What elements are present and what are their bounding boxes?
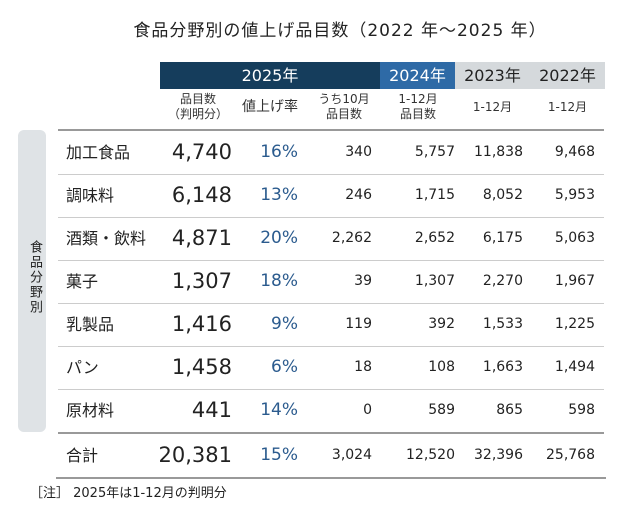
cell-count: 1,307 [171, 269, 232, 293]
cell-rate: 13% [260, 185, 298, 205]
cell-label: 加工食品 [66, 143, 131, 162]
total-2023: 32,396 [474, 447, 523, 463]
row-divider [58, 346, 604, 347]
cell-y2022: 1,967 [554, 273, 595, 289]
cell-label: 調味料 [66, 186, 115, 205]
cell-rate: 20% [260, 228, 298, 248]
table-row: 原材料 441 14% 0 589 865 598 [0, 389, 640, 432]
header-2025: 2025年 [160, 62, 380, 89]
row-divider [58, 389, 604, 390]
cell-y2022: 5,953 [554, 187, 595, 203]
cell-y2023: 6,175 [482, 230, 523, 246]
cell-label: 原材料 [66, 401, 115, 420]
cell-oct: 340 [345, 144, 372, 160]
total-rate: 15% [260, 445, 298, 465]
cell-rate: 16% [260, 142, 298, 162]
subheader-rate: 値上げ率 [242, 99, 298, 115]
total-2024: 12,520 [406, 447, 455, 463]
cell-y2024: 108 [428, 359, 455, 375]
cell-rate: 6% [271, 357, 298, 377]
cell-y2022: 598 [568, 402, 595, 418]
header-2024: 2024年 [380, 62, 455, 89]
cell-y2024: 1,715 [414, 187, 455, 203]
row-divider [58, 217, 604, 218]
cell-count: 1,416 [171, 312, 232, 336]
cell-y2023: 1,663 [482, 359, 523, 375]
table-row: パン 1,458 6% 18 108 1,663 1,494 [0, 346, 640, 389]
subheader-2023: 1-12月 [472, 100, 513, 114]
subheader-2022: 1-12月 [547, 100, 588, 114]
cell-rate: 18% [260, 271, 298, 291]
table-row: 菓子 1,307 18% 39 1,307 2,270 1,967 [0, 260, 640, 303]
cell-y2022: 1,225 [554, 316, 595, 332]
row-divider [58, 260, 604, 261]
cell-oct: 18 [354, 359, 372, 375]
cell-count: 4,871 [171, 226, 232, 250]
cell-rate: 14% [260, 400, 298, 420]
cell-y2023: 8,052 [482, 187, 523, 203]
total-count: 20,381 [158, 443, 232, 467]
table-row: 調味料 6,148 13% 246 1,715 8,052 5,953 [0, 174, 640, 217]
side-category-label: 食品分野別 [18, 130, 46, 432]
bottom-divider [56, 477, 606, 479]
cell-y2024: 5,757 [414, 144, 455, 160]
total-oct: 3,024 [331, 447, 372, 463]
cell-label: 酒類・飲料 [66, 229, 147, 248]
table-row: 加工食品 4,740 16% 340 5,757 11,838 9,468 [0, 131, 640, 174]
total-row: 合計 20,381 15% 3,024 12,520 32,396 25,768 [0, 434, 640, 477]
table-row: 酒類・飲料 4,871 20% 2,262 2,652 6,175 5,063 [0, 217, 640, 260]
cell-y2023: 865 [496, 402, 523, 418]
cell-y2024: 589 [428, 402, 455, 418]
cell-y2024: 2,652 [414, 230, 455, 246]
cell-y2023: 1,533 [482, 316, 523, 332]
row-divider [58, 174, 604, 175]
subheader-2024: 1-12月 品目数 [398, 92, 438, 121]
cell-label: 乳製品 [66, 315, 115, 334]
cell-label: 菓子 [66, 272, 99, 291]
header-divider [58, 129, 604, 131]
cell-oct: 0 [363, 402, 372, 418]
cell-y2023: 2,270 [482, 273, 523, 289]
table-row: 乳製品 1,416 9% 119 392 1,533 1,225 [0, 303, 640, 346]
cell-y2022: 1,494 [554, 359, 595, 375]
cell-y2024: 392 [428, 316, 455, 332]
cell-rate: 9% [271, 314, 298, 334]
header-2023: 2023年 [455, 62, 530, 89]
cell-label: パン [66, 358, 99, 377]
cell-y2022: 9,468 [554, 144, 595, 160]
cell-y2023: 11,838 [474, 144, 523, 160]
cell-oct: 2,262 [331, 230, 372, 246]
subheader-count: 品目数 （判明分） [167, 92, 228, 121]
footnote: ［注］ 2025年は1-12月の判明分 [30, 486, 227, 501]
header-2022: 2022年 [530, 62, 605, 89]
cell-count: 4,740 [171, 140, 232, 164]
cell-oct: 119 [345, 316, 372, 332]
row-divider [58, 303, 604, 304]
cell-y2024: 1,307 [414, 273, 455, 289]
cell-count: 441 [191, 398, 232, 422]
cell-oct: 39 [354, 273, 372, 289]
cell-count: 1,458 [171, 355, 232, 379]
subheader-oct: うち10月 品目数 [318, 92, 370, 121]
cell-count: 6,148 [171, 183, 232, 207]
total-label: 合計 [66, 446, 99, 465]
cell-y2022: 5,063 [554, 230, 595, 246]
total-2022: 25,768 [546, 447, 595, 463]
cell-oct: 246 [345, 187, 372, 203]
table-title: 食品分野別の値上げ品目数（2022 年～2025 年） [133, 21, 547, 41]
total-divider [58, 432, 604, 434]
